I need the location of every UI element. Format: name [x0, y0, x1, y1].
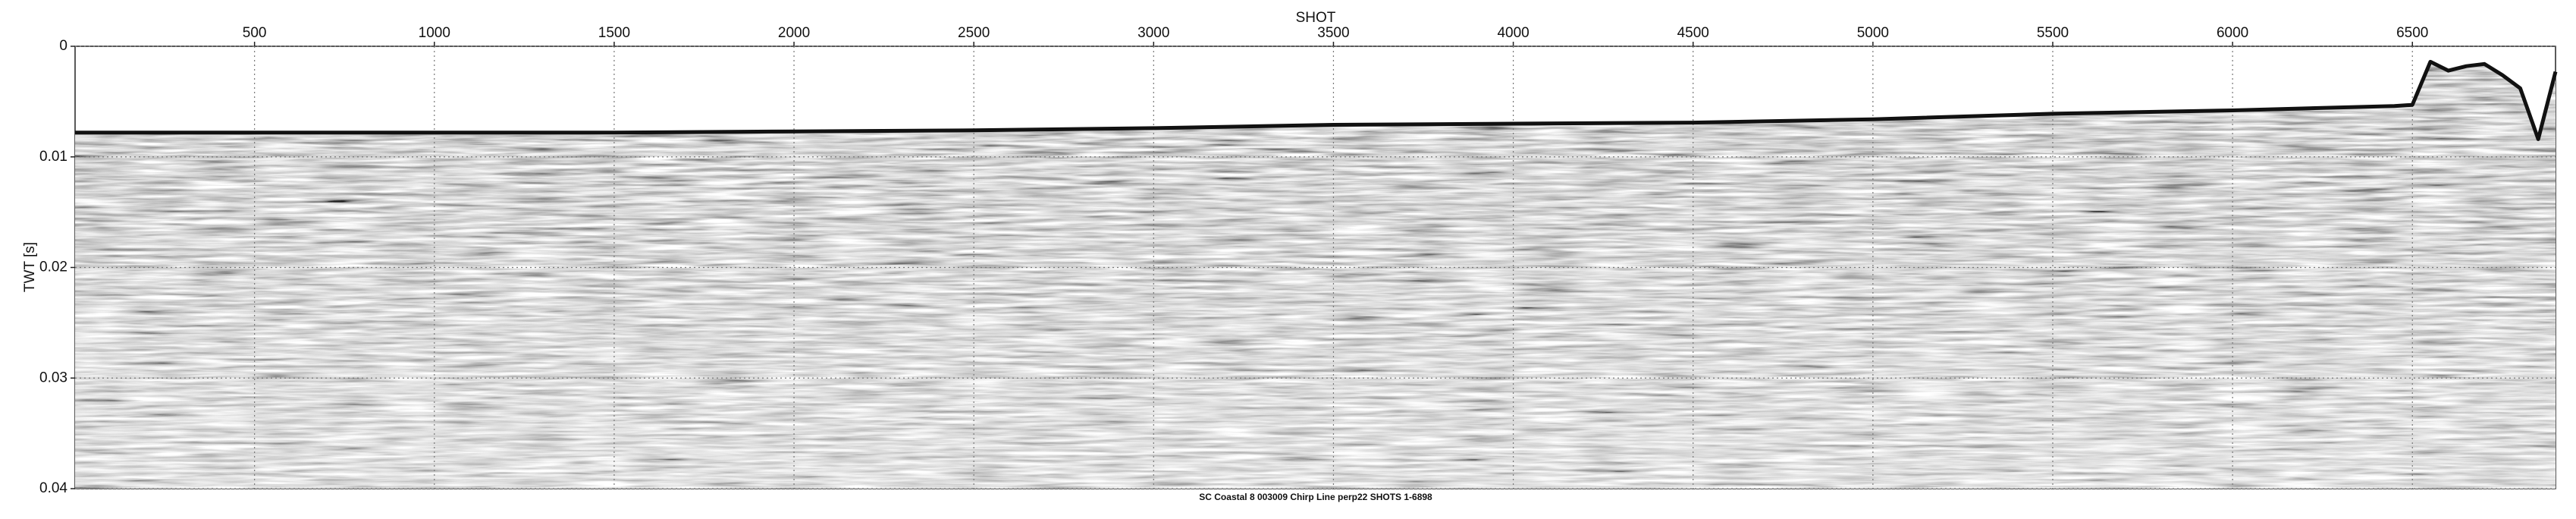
y-tick-label: 0: [59, 38, 67, 54]
x-tick-label: 2000: [778, 25, 810, 41]
y-tick-label: 0.03: [39, 370, 67, 385]
x-tick-label: 4000: [1497, 25, 1529, 41]
x-tick-label: 6500: [2396, 25, 2428, 41]
x-tick-label: 5500: [2037, 25, 2069, 41]
caption: SC Coastal 8 003009 Chirp Line perp22 SH…: [1199, 492, 1432, 502]
x-tick-label: 6000: [2217, 25, 2248, 41]
x-tick-label: 2500: [958, 25, 990, 41]
x-tick-label: 5000: [1857, 25, 1889, 41]
seafloor-reflector: [75, 59, 2558, 141]
y-tick-label: 0.04: [39, 480, 67, 496]
x-tick-label: 1500: [598, 25, 630, 41]
x-axis-title: SHOT: [1296, 10, 1336, 26]
y-axis-title: TWT [s]: [22, 242, 38, 292]
y-tick-label: 0.02: [39, 260, 67, 275]
x-tick-label: 3500: [1317, 25, 1349, 41]
x-tick-label: 3000: [1137, 25, 1169, 41]
x-tick-label: 1000: [419, 25, 450, 41]
y-tick-label: 0.01: [39, 149, 67, 165]
x-tick-label: 500: [243, 25, 267, 41]
x-tick-label: 4500: [1677, 25, 1709, 41]
